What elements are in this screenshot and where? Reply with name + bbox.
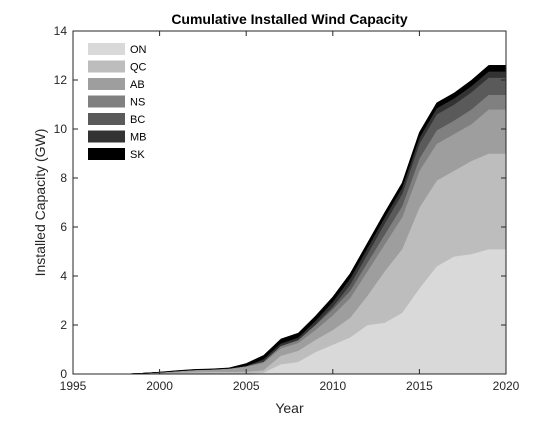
x-tick-label: 2005 [233, 379, 260, 393]
legend: ON QC AB NS BC MB SK [80, 38, 162, 167]
y-tick-label: 6 [60, 220, 67, 234]
x-tick-label: 2020 [493, 379, 520, 393]
x-tick-label: 2000 [146, 379, 173, 393]
y-tick-label: 12 [54, 73, 68, 87]
legend-swatch-bc [88, 113, 125, 125]
x-axis: 1995 2000 2005 2010 2015 2020 [60, 31, 520, 393]
plot-frame [72, 30, 507, 375]
legend-swatch-sk [88, 148, 125, 160]
y-axis: 0 2 4 6 8 10 12 14 [54, 24, 506, 381]
x-tick-label: 1995 [60, 379, 87, 393]
legend-label-ab: AB [130, 79, 145, 91]
legend-swatch-qc [88, 60, 125, 73]
y-tick-label: 14 [54, 24, 68, 38]
legend-swatch-ns [88, 95, 125, 108]
legend-label-ns: NS [130, 97, 145, 109]
y-tick-label: 10 [54, 122, 68, 136]
y-tick-label: 2 [60, 318, 67, 332]
y-tick-label: 4 [60, 269, 67, 283]
y-tick-label: 8 [60, 171, 67, 185]
legend-swatch-mb [88, 130, 125, 143]
stacked-areas [124, 65, 507, 375]
legend-label-on: ON [130, 44, 147, 56]
x-tick-label: 2010 [319, 379, 346, 393]
legend-swatch-ab [88, 78, 125, 90]
x-axis-title: Year [275, 400, 304, 416]
y-tick-label: 0 [60, 367, 67, 381]
legend-label-sk: SK [130, 149, 145, 161]
legend-label-mb: MB [130, 132, 147, 144]
legend-label-bc: BC [130, 114, 145, 126]
legend-label-qc: QC [130, 62, 147, 74]
y-axis-title: Installed Capacity (GW) [32, 129, 48, 277]
area-on [124, 248, 507, 375]
legend-swatch-on [88, 43, 125, 55]
chart-title: Cumulative Installed Wind Capacity [171, 11, 408, 27]
x-tick-label: 2015 [406, 379, 433, 393]
